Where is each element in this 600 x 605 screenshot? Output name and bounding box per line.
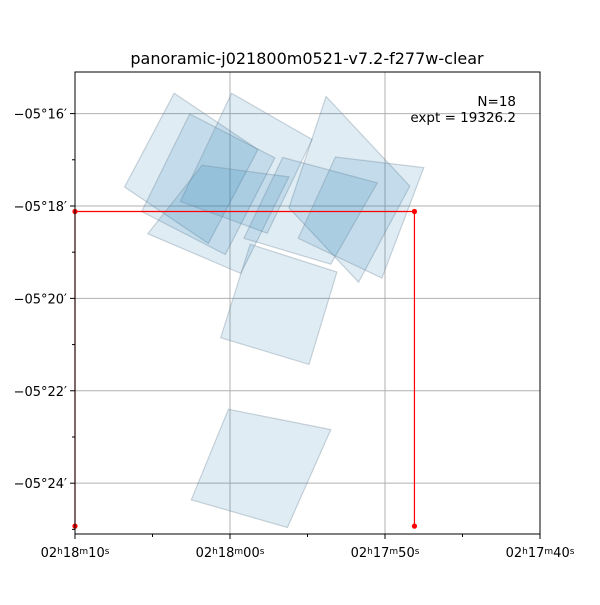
- chart-title: panoramic-j021800m0521-v7.2-f277w-clear: [130, 49, 484, 68]
- footprint-polygon: [288, 95, 411, 284]
- footprint-polygon: [140, 113, 276, 256]
- footprint-polygon: [179, 92, 313, 234]
- footprint-polygon: [190, 408, 332, 529]
- x-tick-label: 02h17m40s: [506, 546, 575, 561]
- n-count-label: N=18: [477, 94, 516, 110]
- footprint-polygon: [146, 164, 290, 275]
- footprint-polygon: [219, 243, 338, 366]
- y-tick-label: −05°20′: [14, 292, 67, 307]
- red-frame-point: [411, 208, 418, 215]
- axis-layer: 02h18m10s 02h18m00s 02h17m50s 02h17m40s −05°…: [14, 71, 575, 561]
- footprint-polygon: [123, 92, 259, 245]
- x-tick-label: 02h17m50s: [351, 546, 420, 561]
- x-tick-label: 02h18m10s: [41, 546, 110, 561]
- y-tick-label: −05°16′: [14, 108, 67, 123]
- y-tick-label: −05°24′: [14, 477, 67, 492]
- footprint-layer: [123, 92, 425, 529]
- red-frame-point: [411, 523, 418, 529]
- y-tick-label: −05°22′: [14, 385, 67, 400]
- y-tick-label: −05°18′: [14, 200, 67, 215]
- x-tick-label: 02h18m00s: [196, 546, 265, 561]
- exposure-time-label: expt = 19326.2: [410, 110, 516, 126]
